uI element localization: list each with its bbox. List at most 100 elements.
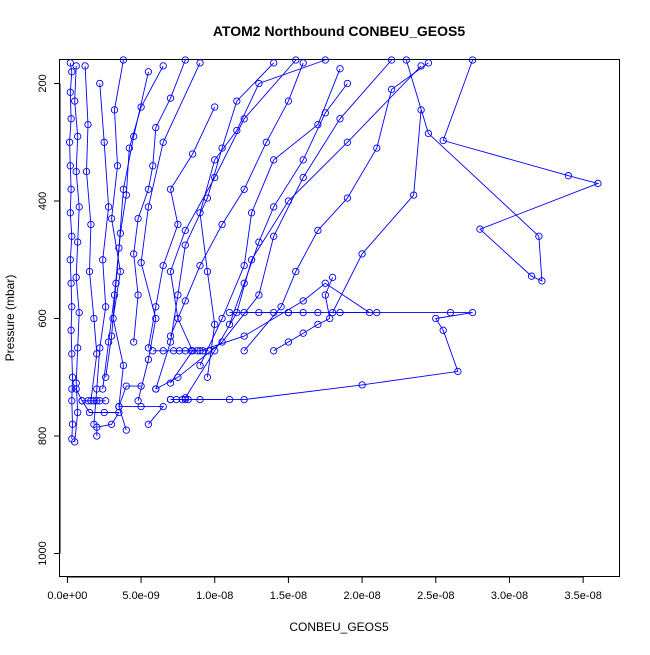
data-point [225, 320, 234, 329]
data-point [188, 150, 197, 158]
data-point [343, 138, 352, 146]
data-point [240, 347, 248, 355]
data-point [299, 297, 307, 305]
data-point [387, 85, 396, 94]
data-point [439, 326, 447, 334]
data-point [203, 373, 212, 381]
data-point [85, 267, 94, 276]
x-tick-label: 5.0e-09 [122, 590, 159, 602]
data-point [174, 314, 182, 323]
data-point [144, 420, 153, 428]
series-line [405, 59, 600, 282]
data-point [218, 338, 226, 346]
x-axis-label: CONBEU_GEOS5 [289, 620, 389, 634]
data-point [99, 385, 107, 393]
data-point [74, 132, 82, 141]
data-point [181, 347, 189, 355]
data-point [468, 56, 477, 64]
data-point [68, 420, 77, 428]
data-point [424, 59, 433, 67]
data-point [102, 397, 110, 405]
data-point [284, 97, 293, 105]
series-23 [166, 59, 307, 340]
series-19 [99, 68, 153, 393]
data-point [233, 97, 241, 105]
plot-frame [59, 59, 620, 577]
data-point [476, 225, 484, 233]
data-point [284, 338, 293, 346]
series-5 [166, 56, 300, 387]
data-point [240, 395, 248, 404]
data-point [181, 56, 189, 64]
data-point [270, 232, 278, 240]
data-point [90, 397, 98, 405]
data-point [96, 397, 104, 405]
data-point [292, 56, 300, 64]
data-point [115, 244, 123, 252]
data-point [119, 185, 128, 193]
data-point [211, 103, 219, 111]
data-point [166, 338, 175, 346]
data-point [68, 385, 76, 393]
data-point [240, 332, 248, 340]
chart-title: ATOM2 Northbound CONBEU_GEOS5 [213, 23, 465, 39]
data-point [270, 308, 278, 317]
data-point [181, 297, 189, 305]
data-point [181, 226, 189, 235]
data-point [159, 402, 167, 411]
data-point [321, 279, 329, 287]
data-point [66, 162, 74, 170]
data-point [240, 261, 248, 270]
data-point [87, 220, 95, 229]
data-point [299, 59, 307, 67]
data-point [277, 303, 285, 311]
series-24 [225, 79, 352, 329]
data-point [90, 420, 98, 428]
data-point [205, 347, 213, 355]
data-point [196, 261, 204, 270]
data-point [102, 373, 110, 381]
data-point [417, 106, 425, 114]
data-point [71, 438, 79, 446]
data-point [96, 79, 104, 88]
data-point [166, 185, 175, 193]
data-point [122, 382, 130, 390]
data-point [233, 126, 241, 135]
data-point [387, 56, 396, 64]
data-point [130, 250, 138, 258]
data-point [100, 138, 108, 146]
data-point [78, 397, 86, 405]
data-point [270, 156, 278, 164]
data-point [110, 106, 119, 114]
data-point [82, 167, 91, 176]
series-20 [81, 62, 101, 405]
data-point [72, 167, 80, 176]
series-14 [196, 65, 344, 370]
data-point [93, 385, 101, 393]
data-point [74, 344, 82, 352]
data-point [218, 220, 226, 229]
x-tick-label: 2.5e-08 [417, 590, 454, 602]
data-point [152, 303, 160, 311]
data-point [203, 194, 212, 202]
data-point [262, 138, 270, 146]
data-point [172, 395, 181, 404]
data-point [159, 138, 167, 146]
data-point [152, 385, 160, 393]
data-point [72, 273, 80, 282]
data-point [72, 385, 80, 393]
data-point [96, 344, 104, 352]
series-line [243, 62, 429, 352]
data-point [137, 382, 145, 390]
y-tick-label: 200 [37, 74, 49, 92]
y-tick-label: 600 [37, 309, 49, 327]
data-point [67, 326, 75, 334]
series-line [93, 83, 110, 425]
data-point [68, 232, 76, 240]
data-point [196, 361, 204, 370]
data-point [152, 314, 160, 323]
data-point [84, 120, 92, 129]
series-7 [402, 56, 602, 285]
data-point [527, 272, 536, 280]
